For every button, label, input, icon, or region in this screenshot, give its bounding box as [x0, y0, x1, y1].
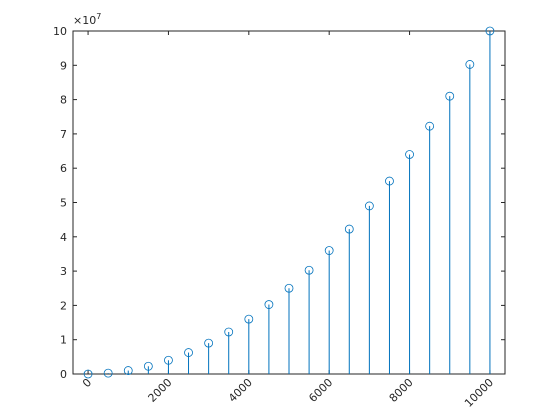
- stem-marker: [244, 314, 254, 324]
- y-tick-label: 1: [60, 334, 67, 347]
- stem-marker: [425, 121, 435, 131]
- y-tick-label: 7: [60, 128, 67, 141]
- stem-marker: [324, 246, 334, 255]
- stem-marker: [204, 338, 214, 348]
- stem-marker: [385, 176, 394, 186]
- stem-marker: [143, 361, 153, 371]
- y-tick-label: 4: [60, 231, 67, 244]
- y-exponent-base: ×10: [73, 14, 96, 27]
- y-tick-label: 10: [53, 25, 67, 38]
- stem-marker: [224, 327, 234, 337]
- stem-marker: [83, 369, 93, 379]
- stem-marker: [184, 348, 193, 357]
- stem-marker: [284, 283, 294, 293]
- stem-marker: [164, 355, 173, 365]
- y-tick-label: 2: [60, 299, 67, 312]
- stem-marker: [485, 26, 495, 36]
- stem-marker: [445, 91, 455, 101]
- stem-marker: [123, 366, 133, 375]
- stem-marker: [264, 300, 274, 309]
- y-tick-label: 0: [60, 368, 67, 381]
- stem-marker: [465, 60, 475, 69]
- y-tick-label: 8: [60, 94, 67, 107]
- stem-marker: [405, 150, 414, 159]
- y-tick-label: 9: [60, 59, 67, 72]
- y-tick-label: 6: [60, 162, 67, 175]
- y-tick-label: 3: [60, 265, 67, 278]
- stem-marker: [304, 265, 314, 275]
- stem-marker: [364, 201, 374, 211]
- stem-marker: [344, 224, 354, 234]
- stem-marker: [103, 368, 113, 378]
- y-exponent-power: 7: [96, 12, 101, 21]
- y-tick-label: 5: [60, 197, 67, 210]
- y-exponent: ×107: [73, 12, 101, 27]
